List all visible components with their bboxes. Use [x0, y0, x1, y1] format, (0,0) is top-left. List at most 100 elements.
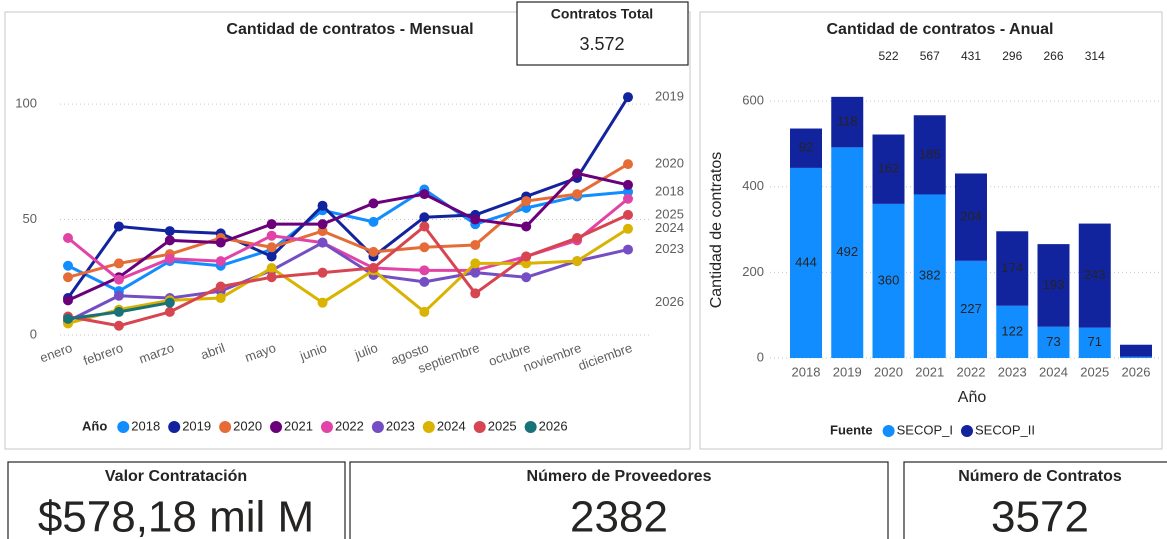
point	[572, 233, 583, 244]
total-label: 567	[920, 49, 940, 63]
legend-marker	[524, 421, 537, 433]
legend-marker	[117, 421, 130, 433]
bar-segment	[790, 128, 822, 168]
point	[266, 219, 277, 230]
x-tick-label: 2025	[1080, 364, 1109, 379]
point	[470, 288, 481, 299]
point	[63, 260, 73, 271]
bar-segment	[1120, 344, 1152, 357]
bar-segment	[790, 167, 822, 358]
card-value: 2382	[570, 493, 668, 539]
x-axis-title: Año	[958, 389, 987, 406]
legend-marker	[168, 421, 181, 433]
point	[317, 297, 328, 308]
point	[113, 320, 124, 331]
end-label: 2026	[655, 294, 684, 309]
data-label: 162	[878, 161, 900, 176]
point	[419, 221, 430, 232]
point	[623, 193, 633, 204]
card-value: $578,18 mil M	[38, 493, 314, 539]
bar-segment	[996, 231, 1029, 306]
legend-marker	[473, 421, 486, 433]
legend-label: 2024	[437, 418, 466, 433]
bar-segment	[831, 147, 864, 358]
legend-title: Fuente	[830, 422, 873, 437]
point	[623, 179, 633, 190]
point	[63, 233, 73, 244]
legend-marker	[960, 425, 973, 437]
point	[317, 226, 328, 237]
point	[521, 258, 532, 269]
point	[623, 223, 633, 234]
x-tick-label: 2024	[1039, 364, 1068, 379]
x-tick-label: 2021	[915, 364, 944, 379]
point	[368, 246, 379, 257]
legend-marker	[270, 421, 283, 433]
card-value: 3572	[991, 493, 1089, 539]
chart-title: Cantidad de contratos - Mensual	[226, 21, 473, 38]
x-tick-label: 2020	[874, 364, 903, 379]
data-label: 444	[795, 254, 817, 269]
point	[572, 168, 583, 179]
total-label: 314	[1085, 49, 1105, 63]
point	[215, 256, 226, 267]
point	[368, 216, 379, 227]
point	[164, 235, 175, 246]
card-title: Valor Contratación	[105, 468, 247, 485]
data-label: 118	[837, 114, 858, 129]
legend-label: 2020	[233, 418, 262, 433]
bar-segment	[913, 194, 946, 358]
point	[623, 159, 633, 170]
point	[164, 306, 175, 317]
kpi-card	[516, 1, 689, 66]
data-label: 71	[1088, 334, 1102, 349]
data-label: 360	[878, 272, 900, 287]
point	[521, 196, 532, 207]
data-label: 492	[836, 244, 858, 259]
point	[113, 274, 124, 285]
point	[623, 209, 633, 220]
end-label: 2025	[655, 206, 684, 221]
bar-segment	[1037, 326, 1070, 358]
y-tick-label: 0	[757, 349, 764, 364]
y-tick-label: 400	[742, 178, 764, 193]
kpi-card	[349, 461, 889, 539]
data-label: 92	[799, 140, 813, 155]
y-axis-title: Cantidad de contratos	[708, 152, 725, 309]
bar-segment	[872, 134, 905, 204]
data-label: 122	[1001, 323, 1023, 338]
legend-label: 2019	[182, 418, 211, 433]
point	[113, 258, 124, 269]
legend-marker	[219, 421, 232, 433]
point	[215, 281, 226, 292]
point	[623, 244, 633, 255]
x-tick-label: 2023	[998, 364, 1027, 379]
point	[164, 297, 175, 308]
series-line	[66, 96, 630, 299]
point	[266, 230, 277, 241]
series-line	[67, 188, 629, 293]
point	[623, 92, 633, 103]
x-tick-label: 2026	[1122, 364, 1151, 379]
bar-segment	[996, 305, 1029, 358]
point	[368, 263, 379, 274]
point	[113, 290, 124, 301]
point	[419, 242, 430, 253]
data-label: 227	[960, 301, 982, 316]
x-tick-label: 2018	[792, 364, 821, 379]
point	[215, 293, 226, 304]
data-label: 185	[919, 146, 941, 161]
point	[470, 267, 481, 278]
point	[419, 276, 430, 287]
point	[63, 313, 73, 324]
point	[317, 219, 328, 230]
data-label: 204	[960, 209, 982, 224]
total-label: 266	[1043, 49, 1063, 63]
bar-segment	[831, 96, 864, 148]
point	[63, 272, 73, 283]
total-label: 296	[1002, 49, 1022, 63]
series-line	[67, 171, 629, 302]
legend-marker	[422, 421, 435, 433]
point	[470, 214, 481, 225]
